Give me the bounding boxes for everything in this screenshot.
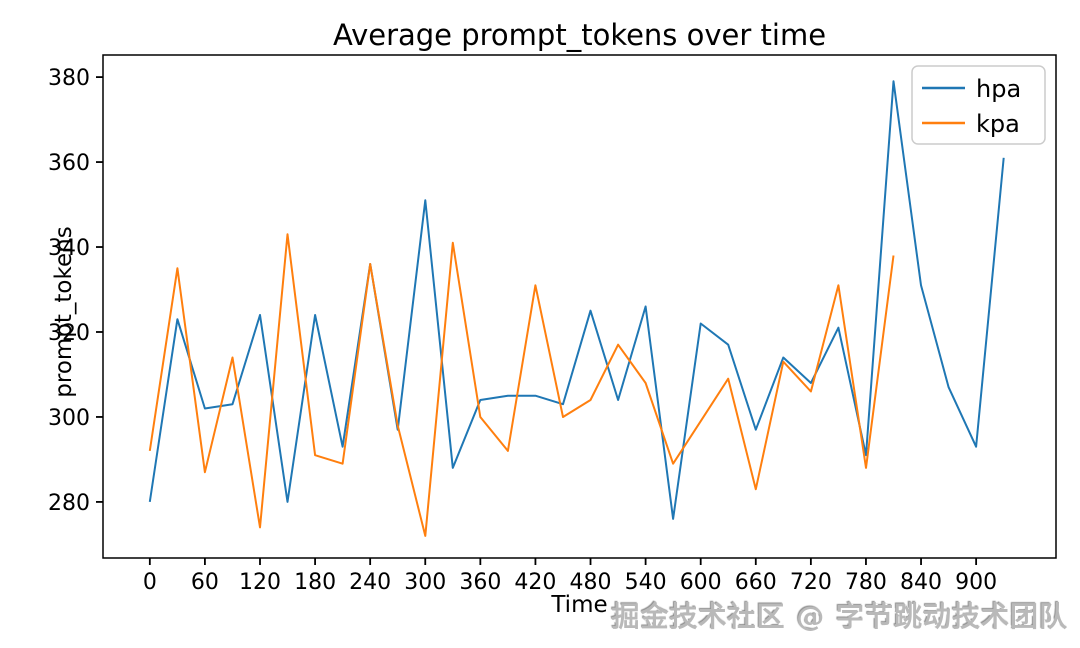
y-tick-label: 280 — [48, 491, 90, 516]
x-tick-label: 120 — [239, 570, 281, 595]
series-line-hpa — [148, 80, 1005, 520]
x-tick-label: 720 — [790, 570, 832, 595]
y-tick-label: 320 — [48, 321, 90, 346]
y-tick-label: 380 — [48, 66, 90, 91]
chart-title: Average prompt_tokens over time — [332, 18, 827, 52]
x-tick-label: 540 — [625, 570, 667, 595]
x-tick-label: 180 — [294, 570, 336, 595]
x-tick-label: 360 — [459, 570, 501, 595]
x-tick-label: 480 — [570, 570, 612, 595]
x-tick-label: 780 — [845, 570, 887, 595]
x-tick-label: 600 — [680, 570, 722, 595]
x-tick-label: 0 — [143, 570, 157, 595]
x-tick-label: 240 — [349, 570, 391, 595]
legend-label-hpa: hpa — [976, 75, 1021, 103]
y-tick-label: 300 — [48, 406, 90, 431]
legend-box — [911, 65, 1046, 145]
legend-label-kpa: kpa — [976, 110, 1020, 138]
x-axis-label: Time — [551, 592, 608, 618]
x-tick-label: 660 — [735, 570, 777, 595]
y-axis-label: prompt_tokens — [51, 226, 77, 398]
x-tick-label: 60 — [191, 570, 219, 595]
y-tick-label: 340 — [48, 236, 90, 261]
plot-border — [102, 54, 1057, 559]
series-line-kpa — [148, 233, 895, 537]
x-tick-label: 420 — [514, 570, 556, 595]
x-tick-label: 300 — [404, 570, 446, 595]
y-tick-label: 360 — [48, 151, 90, 176]
x-tick-label: 840 — [900, 570, 942, 595]
watermark-text: 掘金技术社区 @ 字节跳动技术团队 — [611, 600, 1068, 633]
x-tick-label: 900 — [955, 570, 997, 595]
